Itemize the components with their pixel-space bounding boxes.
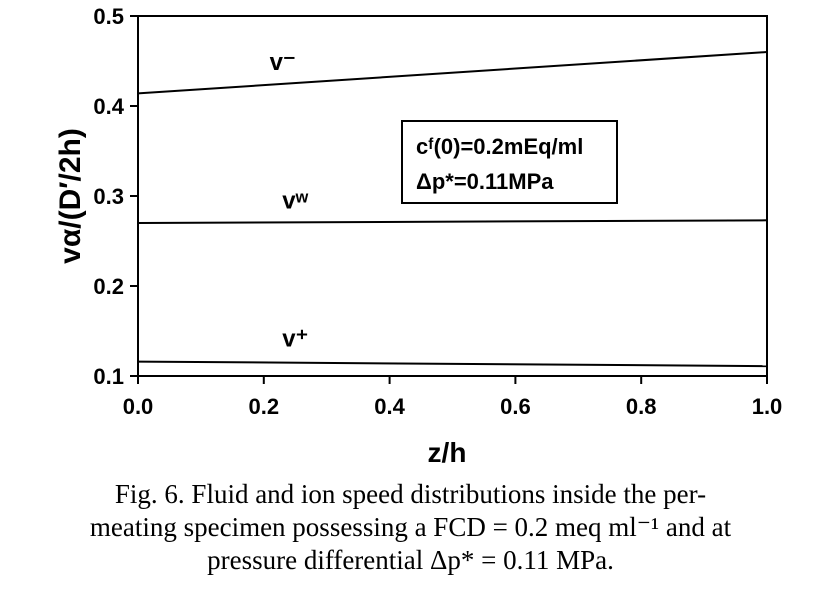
caption-line-2: meating specimen possessing a FCD = 0.2 … <box>89 512 732 542</box>
y-tick-label: 0.3 <box>93 184 124 209</box>
series-lines <box>137 51 768 368</box>
x-tick-label: 0.4 <box>374 394 405 419</box>
x-axis-label: z/h <box>428 437 467 468</box>
figure-caption: Fig. 6. Fluid and ion speed distribution… <box>0 478 821 577</box>
x-tick-label: 0.6 <box>500 394 531 419</box>
x-tick-label: 0.2 <box>249 394 280 419</box>
series-line <box>137 360 768 368</box>
annotation-line-2: Δp*=0.11MPa <box>416 169 554 194</box>
series-line <box>137 51 768 95</box>
series-label: v⁺ <box>282 326 308 353</box>
series-label: vʷ <box>282 187 308 214</box>
y-tick-label: 0.5 <box>93 4 124 29</box>
y-axis-ticks: 0.1 0.2 0.3 0.4 0.5 <box>93 4 138 389</box>
series-labels: v⁻ vʷ v⁺ <box>270 49 309 353</box>
y-tick-label: 0.2 <box>93 274 124 299</box>
x-tick-label: 0.0 <box>123 394 154 419</box>
y-tick-label: 0.1 <box>93 364 124 389</box>
caption-line-3: pressure differential Δp* = 0.11 MPa. <box>207 545 614 575</box>
x-tick-label: 0.8 <box>626 394 657 419</box>
y-tick-label: 0.4 <box>93 94 124 119</box>
x-tick-label: 1.0 <box>752 394 783 419</box>
caption-line-1: Fig. 6. Fluid and ion speed distribution… <box>114 479 707 509</box>
y-axis-label: vα/(D′/2h) <box>54 128 87 264</box>
series-label: v⁻ <box>270 49 296 76</box>
annotation-box <box>401 120 618 204</box>
annotation-line-1: cᶠ(0)=0.2mEq/ml <box>416 134 583 159</box>
x-axis-ticks: 0.0 0.2 0.4 0.6 0.8 1.0 <box>123 376 783 419</box>
series-line <box>137 219 768 224</box>
